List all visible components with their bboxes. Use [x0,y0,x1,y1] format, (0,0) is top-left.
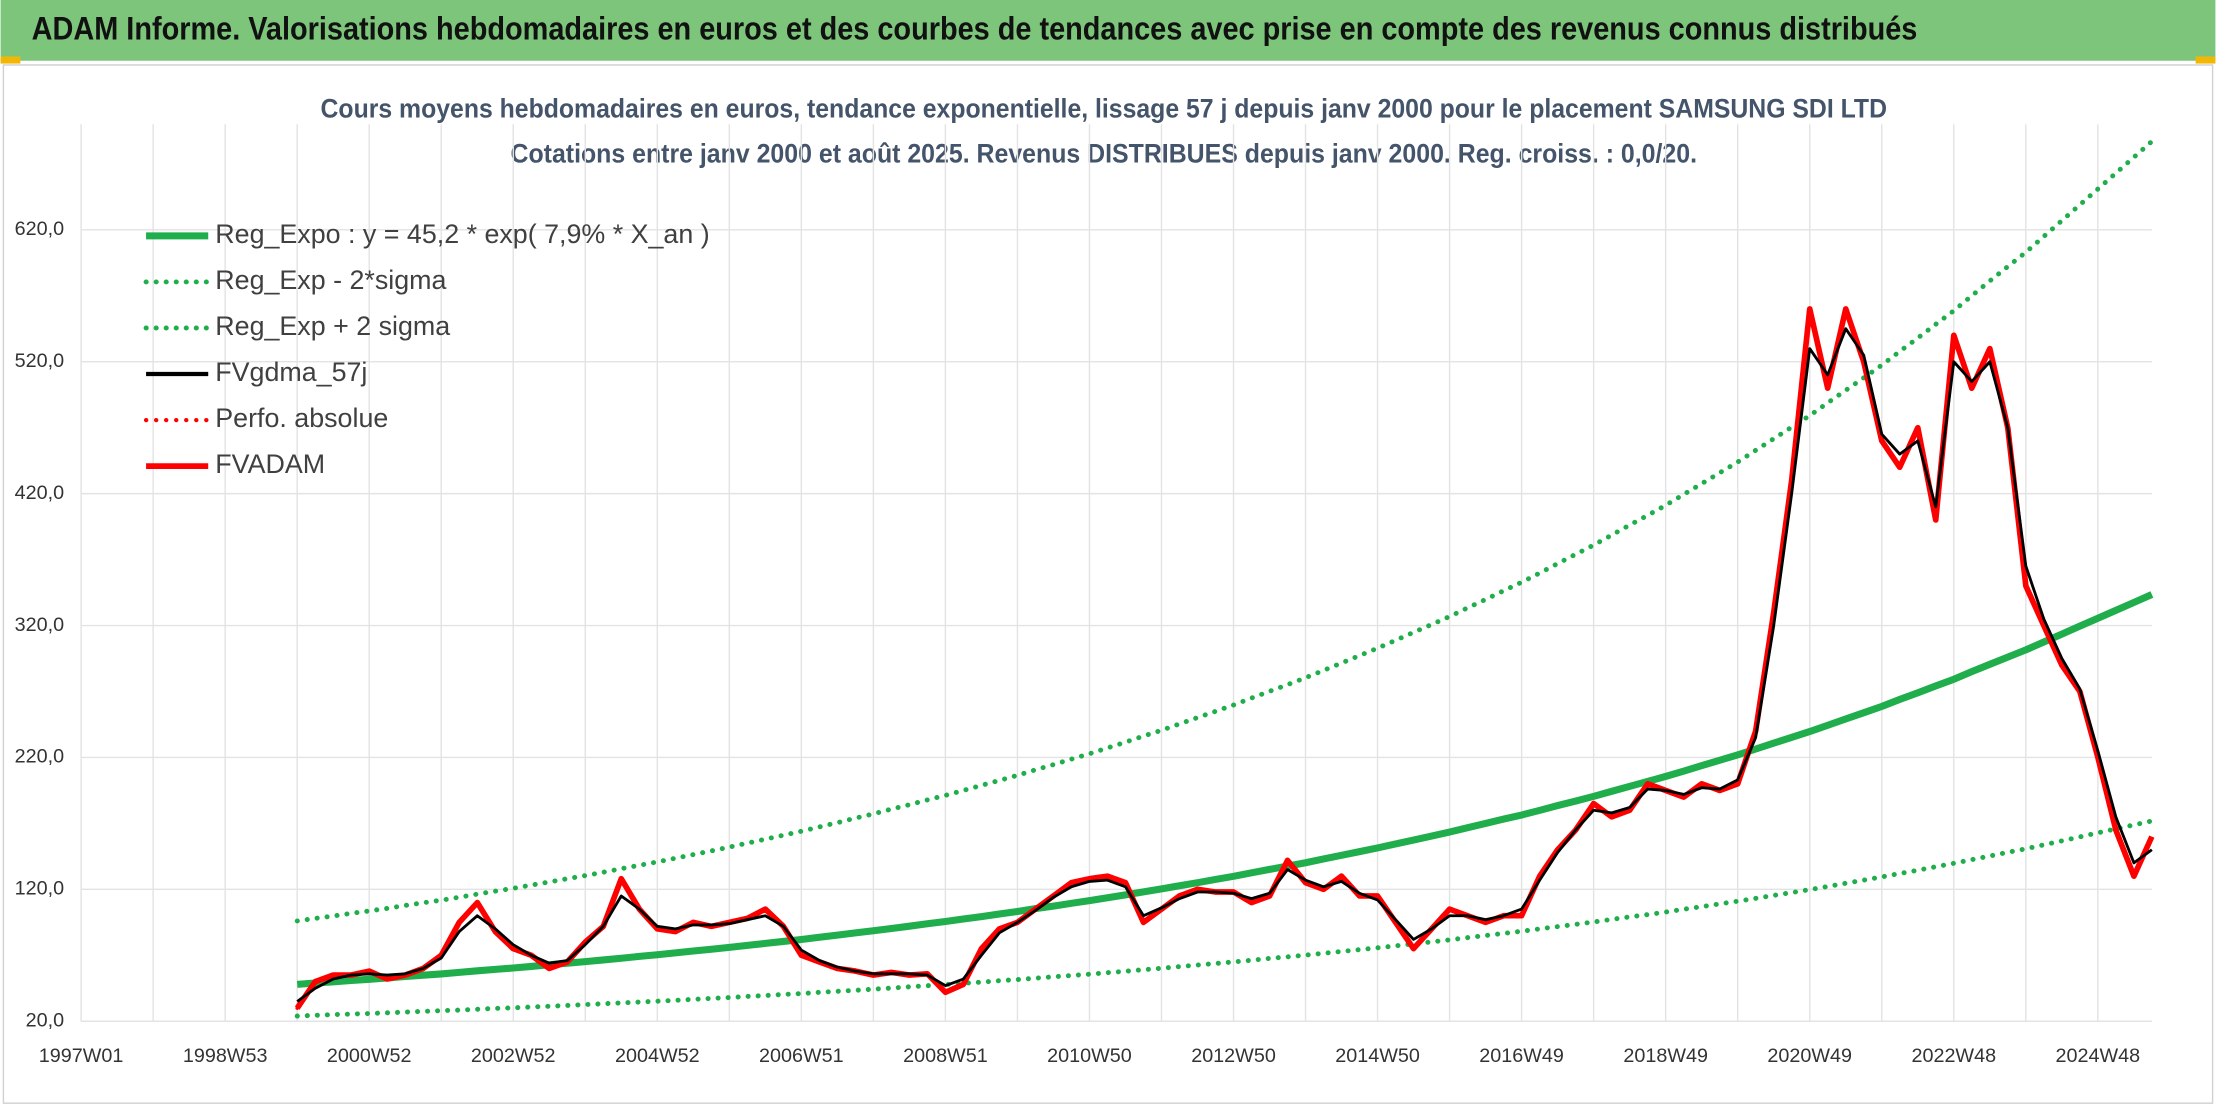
y-tick-label: 520,0 [15,350,64,372]
chart-title: Cours moyens hebdomadaires en euros, ten… [321,93,1887,123]
header-bar [0,0,2216,61]
x-tick-label: 2008W51 [903,1045,988,1067]
x-tick-label: 1998W53 [183,1045,268,1067]
series-line [296,327,2153,1003]
x-tick-label: 2020W49 [1767,1045,1852,1067]
x-tick-label: 1997W01 [39,1045,124,1067]
chart-subtitle: Cotations entre janv 2000 et août 2025. … [511,138,1698,168]
y-tick-label: 120,0 [15,878,64,900]
legend-label: FVgdma_57j [215,357,367,387]
legend-label: FVADAM [215,449,325,479]
series-line [294,818,2155,1019]
x-tick-label: 2000W52 [327,1045,412,1067]
x-tick-label: 2016W49 [1479,1045,1564,1067]
y-tick-label: 420,0 [15,482,64,504]
legend-label: Perfo. absolue [215,403,388,433]
legend-label: Reg_Expo : y = 45,2 * exp( 7,9% * X_an ) [215,219,709,249]
x-tick-label: 2024W48 [2056,1045,2141,1067]
x-tick-label: 2022W48 [1911,1045,1996,1067]
legend-label: Reg_Exp + 2 sigma [215,311,450,341]
series-line [294,138,2155,924]
x-tick-label: 2012W50 [1191,1045,1276,1067]
corner-mark [2195,56,2216,64]
legend-label: Reg_Exp - 2*sigma [215,265,446,295]
x-tick-label: 2018W49 [1623,1045,1708,1067]
y-tick-label: 620,0 [15,218,64,240]
x-tick-label: 2002W52 [471,1045,556,1067]
corner-mark [0,56,21,64]
x-tick-label: 2014W50 [1335,1045,1420,1067]
series-line [296,591,2154,988]
y-tick-label: 20,0 [26,1009,64,1031]
y-tick-label: 320,0 [15,614,64,636]
y-tick-label: 220,0 [15,746,64,768]
plot-area [294,138,2155,1019]
x-tick-label: 2006W51 [759,1045,844,1067]
x-tick-label: 2004W52 [615,1045,700,1067]
page-title: ADAM Informe. Valorisations hebdomadaire… [32,11,1918,47]
x-tick-label: 2010W50 [1047,1045,1132,1067]
chart-frame [2,64,2214,1104]
